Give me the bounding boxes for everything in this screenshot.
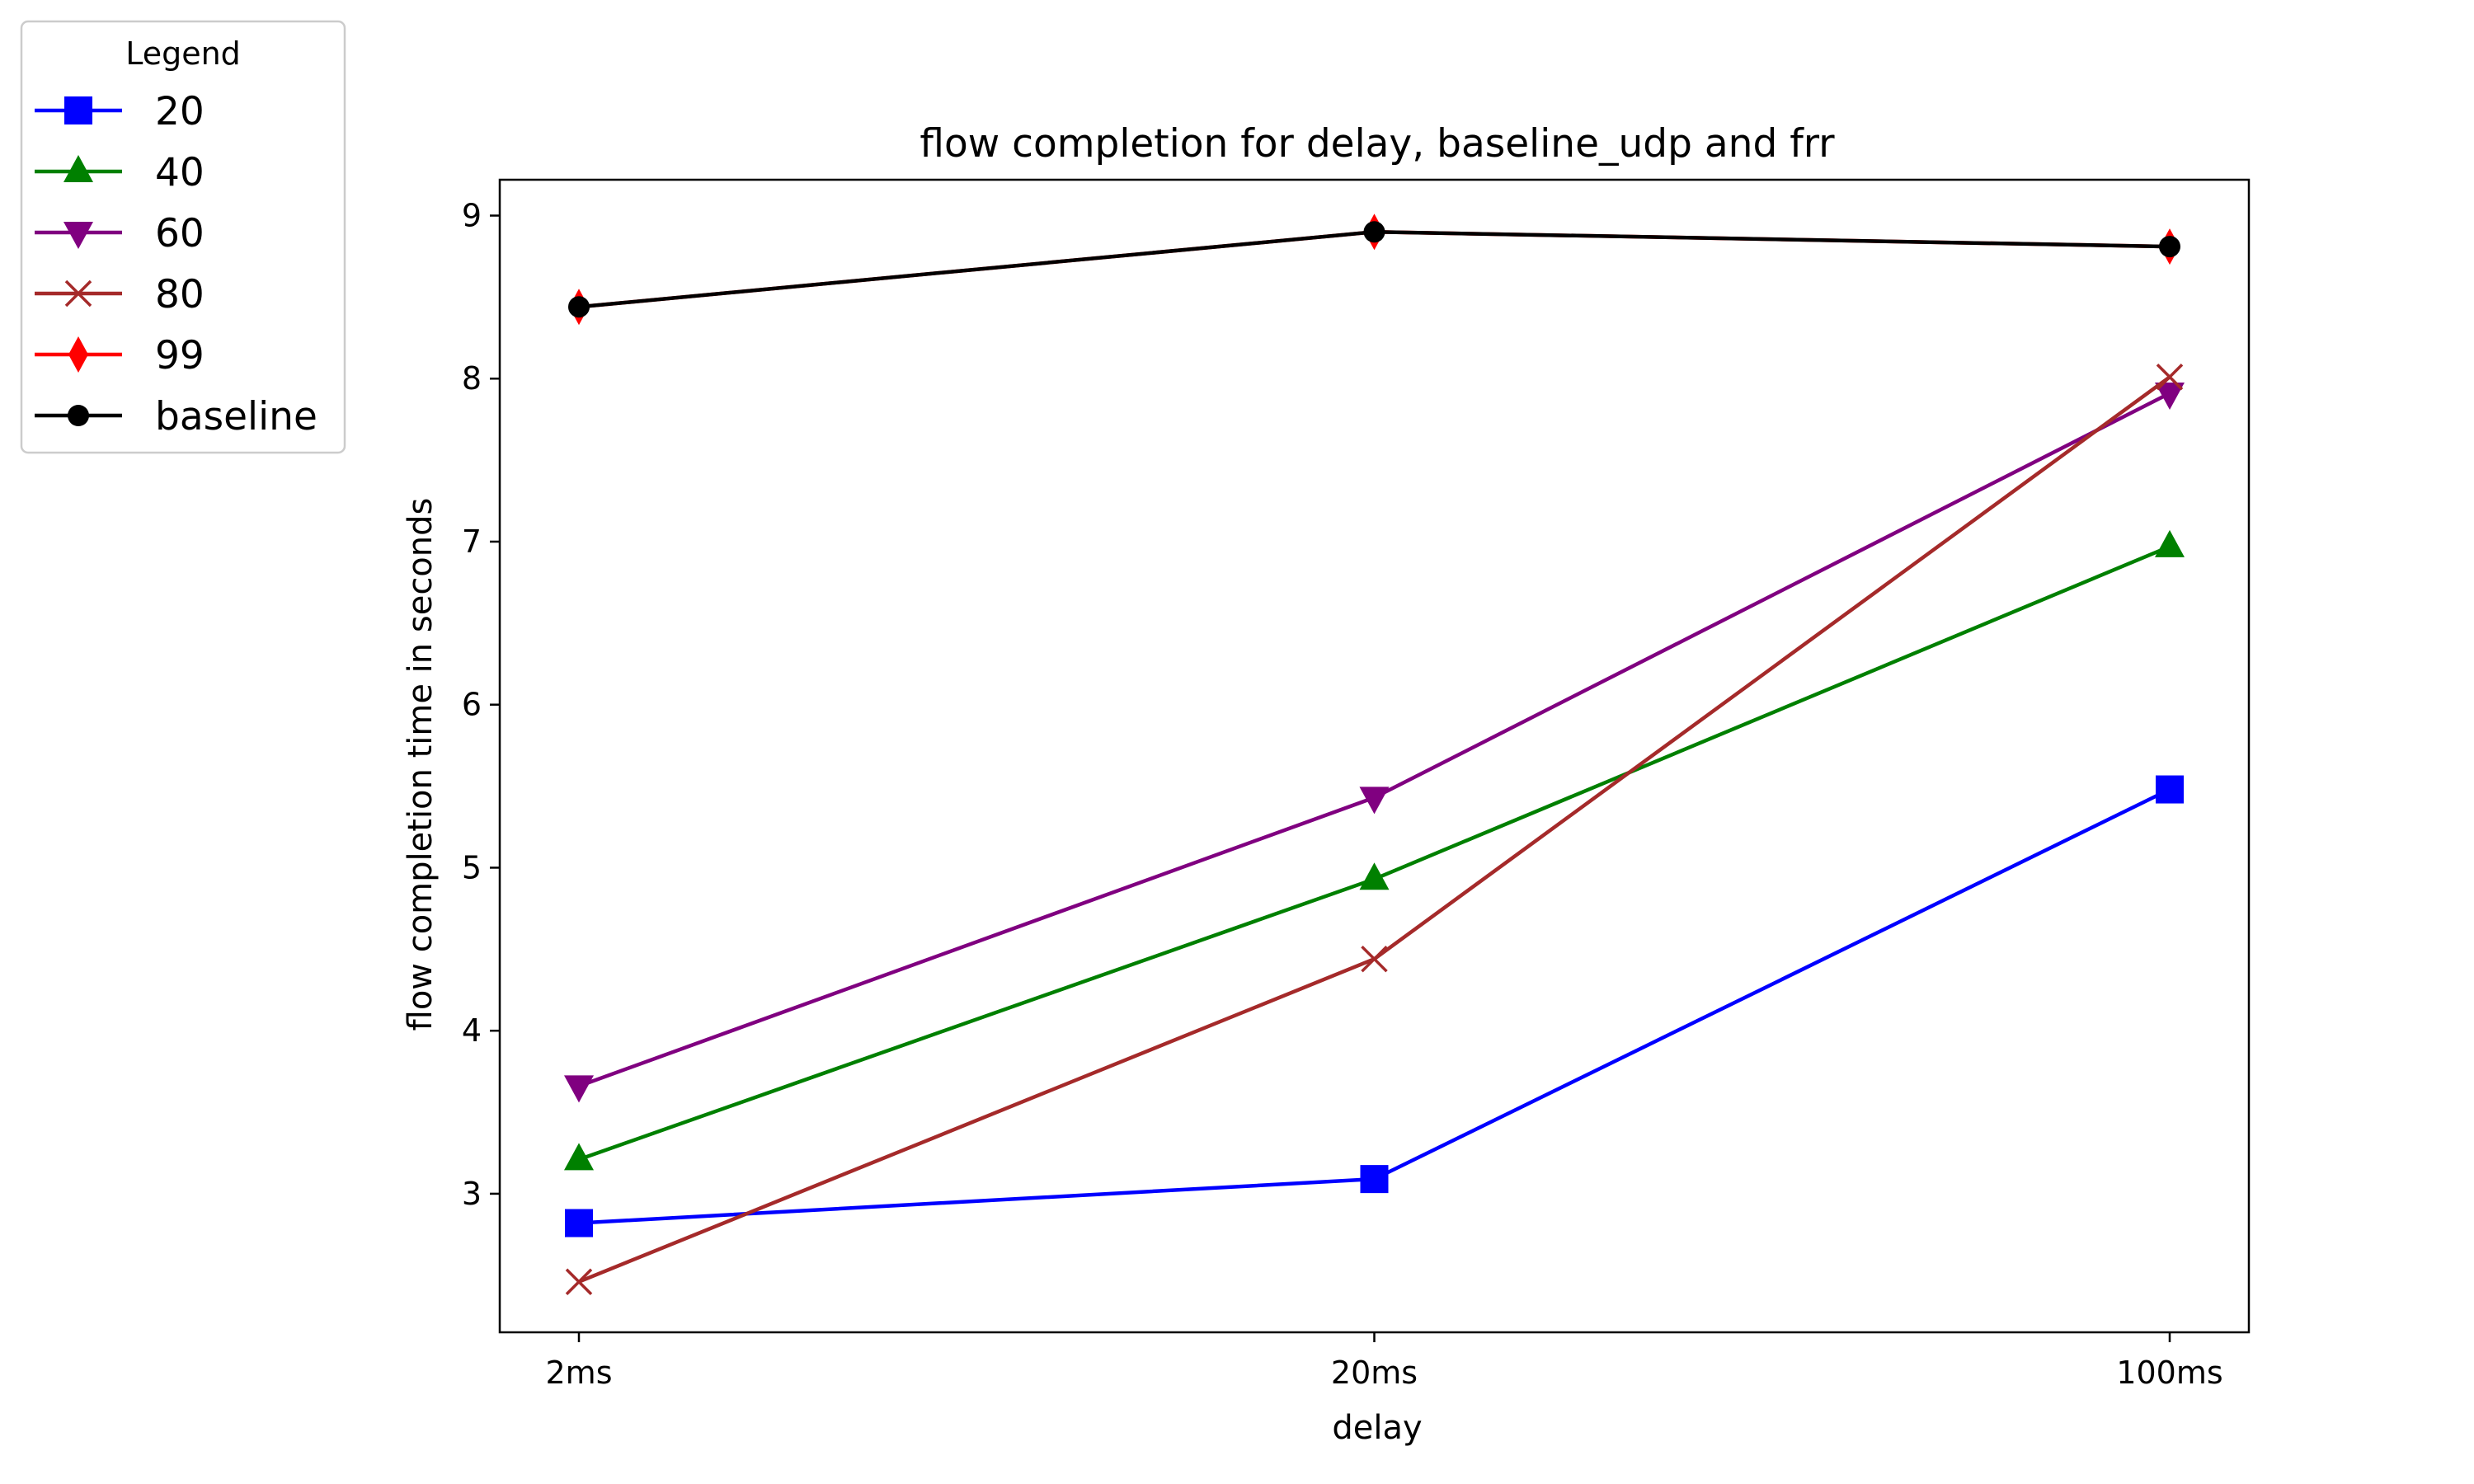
x-tick-label: 2ms <box>546 1355 613 1391</box>
legend-marker <box>63 222 93 249</box>
y-tick-label: 3 <box>462 1176 482 1212</box>
y-tick-label: 4 <box>462 1012 482 1049</box>
data-point <box>565 1209 593 1237</box>
series-baseline <box>568 221 2180 318</box>
y-tick-label: 6 <box>462 687 482 723</box>
data-point <box>564 1075 594 1103</box>
series-layer <box>564 214 2185 1295</box>
data-point <box>2155 529 2185 557</box>
data-point <box>1360 1165 1389 1194</box>
chart-title: flow completion for delay, baseline_udp … <box>920 121 1835 167</box>
y-tick-label: 7 <box>462 524 482 560</box>
x-axis: 2ms 20ms 100ms <box>546 1332 2223 1391</box>
legend-label: 99 <box>155 333 205 378</box>
legend-entry: 99 <box>35 333 205 378</box>
legend-marker <box>68 405 89 426</box>
legend-marker <box>64 96 92 124</box>
data-point <box>2155 383 2185 411</box>
data-point <box>1361 945 1388 973</box>
x-tick-label: 20ms <box>1331 1355 1418 1391</box>
data-point <box>1363 221 1385 243</box>
legend-marker <box>64 279 92 308</box>
x-axis-label: delay <box>1332 1409 1422 1447</box>
data-point <box>2156 364 2184 391</box>
legend-label: 40 <box>155 150 205 195</box>
y-tick-label: 9 <box>462 198 482 234</box>
x-tick-label: 100ms <box>2116 1355 2222 1391</box>
data-point <box>2159 236 2180 258</box>
legend-label: 20 <box>155 89 205 134</box>
series-80 <box>565 364 2184 1295</box>
series-line <box>578 544 2171 1162</box>
legend-box <box>20 20 346 454</box>
y-axis: 3 4 5 6 7 8 9 <box>462 198 500 1212</box>
legend-entry: 20 <box>35 89 205 134</box>
legend-entry: 80 <box>35 272 205 317</box>
legend-label: baseline <box>155 394 317 439</box>
legend-marker <box>68 336 88 373</box>
legend-entry: 40 <box>35 150 205 195</box>
data-point <box>565 1268 593 1295</box>
series-40 <box>564 529 2185 1171</box>
data-point <box>564 1143 594 1171</box>
series-line <box>578 392 2171 1088</box>
series-60 <box>564 383 2185 1103</box>
legend-marker <box>63 155 93 182</box>
series-20 <box>565 775 2184 1237</box>
legend-entries: 20 40 60 80 99 baseline <box>35 89 317 439</box>
legend-label: 80 <box>155 272 205 317</box>
legend-title: Legend <box>125 35 241 72</box>
y-tick-label: 5 <box>462 849 482 885</box>
y-tick-label: 8 <box>462 360 482 397</box>
y-axis-label: flow completion time in seconds <box>402 498 440 1031</box>
legend-label: 60 <box>155 211 205 256</box>
data-point <box>568 296 590 318</box>
plot-frame <box>498 178 2251 1334</box>
series-line <box>578 787 2171 1225</box>
legend-entry: baseline <box>35 394 317 439</box>
data-point <box>1359 787 1390 815</box>
data-point <box>2156 775 2184 804</box>
legend: Legend 20 40 60 80 99 baseline <box>20 20 346 454</box>
legend-entry: 60 <box>35 211 205 256</box>
data-point <box>1359 862 1390 890</box>
